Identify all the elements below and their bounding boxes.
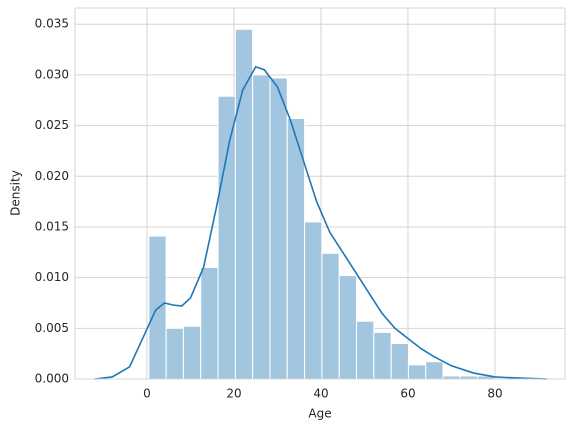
bar xyxy=(234,28,254,380)
bar xyxy=(182,325,202,380)
bar xyxy=(165,327,184,380)
bar xyxy=(425,361,444,380)
bar xyxy=(321,252,340,380)
x-axis-label: Age xyxy=(308,407,331,421)
x-tick-label: 40 xyxy=(313,387,328,401)
kde-line xyxy=(94,65,548,380)
bar xyxy=(217,95,236,380)
y-tick-label: 0.015 xyxy=(35,219,69,233)
y-tick-label: 0.030 xyxy=(35,67,69,81)
bar xyxy=(148,235,167,380)
y-tick-label: 0.005 xyxy=(35,321,69,335)
plot-frame xyxy=(74,7,566,380)
x-tick-label: 60 xyxy=(400,387,415,401)
y-tick-label: 0.025 xyxy=(35,118,69,132)
bar xyxy=(356,320,375,380)
bar xyxy=(338,275,358,380)
bar xyxy=(373,331,392,380)
bar xyxy=(252,74,271,380)
y-tick-label: 0.010 xyxy=(35,270,69,284)
y-tick-label: 0.000 xyxy=(35,372,69,386)
y-tick-label: 0.020 xyxy=(35,169,69,183)
bar xyxy=(304,221,323,380)
bar xyxy=(407,364,427,380)
y-tick-label: 0.035 xyxy=(35,17,69,31)
x-tick-label: 0 xyxy=(143,387,151,401)
bar xyxy=(269,77,288,380)
x-tick-label: 80 xyxy=(487,387,502,401)
y-axis-label: Density xyxy=(9,170,23,216)
x-tick-label: 20 xyxy=(226,387,241,401)
bar xyxy=(200,266,219,380)
bar xyxy=(390,343,409,380)
